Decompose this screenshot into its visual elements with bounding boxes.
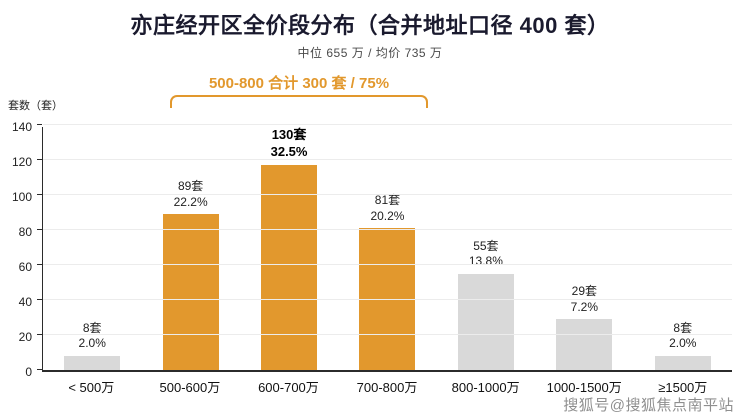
bar-value-label: 8套 2.0%: [669, 321, 696, 352]
y-tick-mark: [37, 334, 42, 335]
gridline: [43, 299, 732, 300]
bar: [261, 164, 318, 370]
y-tick-mark: [37, 369, 42, 370]
plot-area: 8套 2.0% 89套 22.2% 130套 32.5% 81套 20.2% 55套 13.8% 2…: [37, 124, 732, 372]
bar: [457, 273, 514, 370]
y-tick-label: 60: [18, 260, 32, 274]
bar-column: 89套 22.2%: [141, 127, 239, 370]
bar-value-label: 89套 22.2%: [174, 179, 208, 210]
gridline: [43, 334, 732, 335]
bars-container: 8套 2.0% 89套 22.2% 130套 32.5% 81套 20.2% 55套 13.8% 2…: [43, 127, 732, 370]
y-tick-mark: [37, 159, 42, 160]
bar-value-label: 29套 7.2%: [571, 284, 598, 315]
bar: [64, 356, 121, 370]
gridline: [43, 229, 732, 230]
bar-percent-label: 13.8%: [468, 254, 503, 269]
y-tick-mark: [37, 194, 42, 195]
x-axis-label: 800-1000万: [451, 380, 520, 395]
chart-title: 亦庄经开区全价段分布（合并地址口径 400 套）: [130, 13, 610, 38]
bar-value-label: 130套 32.5%: [271, 127, 308, 161]
bar-value-label: 81套 20.2%: [370, 193, 404, 224]
y-tick-label: 140: [11, 120, 32, 134]
x-axis-label: 700-800万: [356, 380, 418, 395]
annotation-bracket: [170, 95, 428, 108]
watermark: 搜狐号@搜狐焦点南平站: [563, 397, 734, 414]
bar-count-label: 89套: [177, 179, 204, 194]
bar-percent-label: 7.2%: [570, 299, 598, 314]
y-tick-label: 120: [11, 155, 32, 169]
x-axis-label: 500-600万: [159, 380, 221, 395]
bar-column: 8套 2.0%: [43, 127, 141, 370]
bar-column: 29套 7.2%: [535, 127, 633, 370]
bar-value-label: 55套 13.8%: [469, 239, 503, 270]
y-tick-mark: [37, 299, 42, 300]
x-axis-label: < 500万: [68, 380, 115, 395]
bar-count-label: 29套: [571, 284, 597, 299]
bar-column: 8套 2.0%: [634, 127, 732, 370]
bar: [654, 356, 711, 370]
bar-count-label: 8套: [82, 320, 102, 335]
bar: [162, 214, 219, 370]
y-tick-label: 0: [25, 365, 32, 379]
bar-count-label: 55套: [473, 238, 499, 253]
annotation-text: 500-800 合计 300 套 / 75%: [208, 75, 390, 92]
bar-percent-label: 20.2%: [370, 208, 405, 223]
y-tick-label: 40: [18, 295, 32, 309]
bar-percent-label: 32.5%: [270, 143, 308, 159]
bar-column: 55套 13.8%: [437, 127, 535, 370]
bar-percent-label: 2.0%: [78, 336, 106, 351]
bar-count-label: 81套: [374, 193, 401, 208]
x-axis-label: 600-700万: [258, 380, 319, 395]
y-tick-label: 80: [18, 225, 32, 239]
bar: [556, 319, 613, 370]
x-axis-labels: < 500万 500-600万 600-700万 700-800万 800-1000万 1…: [42, 377, 732, 396]
bar-count-label: 8套: [673, 320, 693, 335]
gridline: [43, 124, 732, 125]
y-tick-label: 20: [18, 330, 32, 344]
gridline: [43, 264, 732, 265]
y-tick-label: 100: [11, 190, 32, 204]
y-axis: 0 20 40 60 80 100 120 140: [0, 120, 38, 379]
y-tick-mark: [37, 229, 42, 230]
bar-percent-label: 22.2%: [173, 194, 208, 209]
gridline: [43, 194, 732, 195]
bar-column: 130套 32.5%: [240, 127, 338, 370]
gridline: [43, 159, 732, 160]
x-axis-label: ≥1500万: [658, 380, 708, 395]
x-axis-label: 1000-1500万: [546, 380, 622, 395]
bar-percent-label: 2.0%: [669, 336, 697, 351]
bar-count-label: 130套: [271, 127, 307, 142]
chart-subtitle: 中位 655 万 / 均价 735 万: [297, 46, 443, 60]
y-tick-mark: [37, 124, 42, 125]
y-axis-label: 套数（套）: [8, 100, 63, 112]
y-tick-mark: [37, 264, 42, 265]
bar-value-label: 8套 2.0%: [79, 321, 106, 352]
